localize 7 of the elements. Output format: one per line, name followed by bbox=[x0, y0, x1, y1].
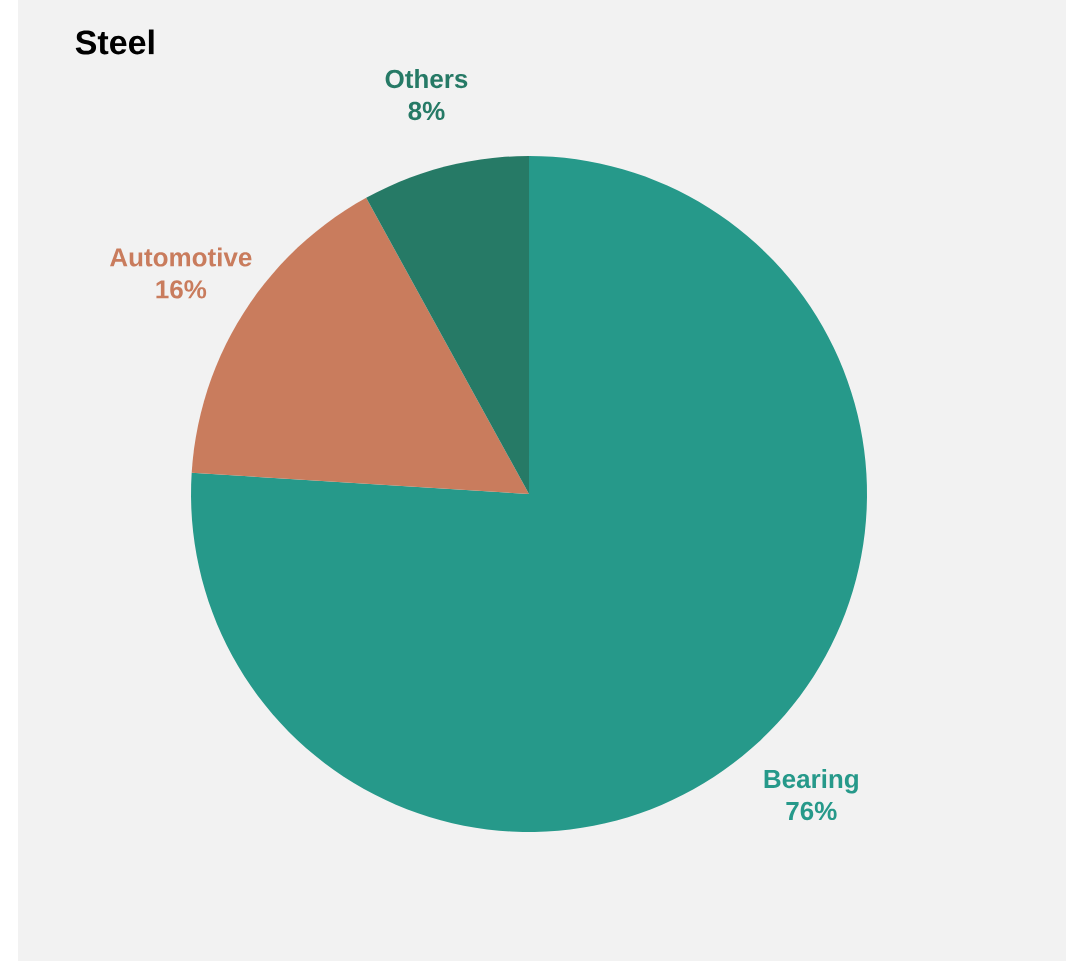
data-label: 16% bbox=[156, 280, 207, 299]
slice-label: Automotive bbox=[109, 247, 252, 267]
slice-label: Others bbox=[385, 69, 468, 89]
data-label: 76% bbox=[786, 801, 837, 821]
chart-title: Steel bbox=[75, 29, 154, 55]
slice-label: Bearing bbox=[764, 769, 858, 794]
data-label: 8% bbox=[408, 101, 445, 121]
